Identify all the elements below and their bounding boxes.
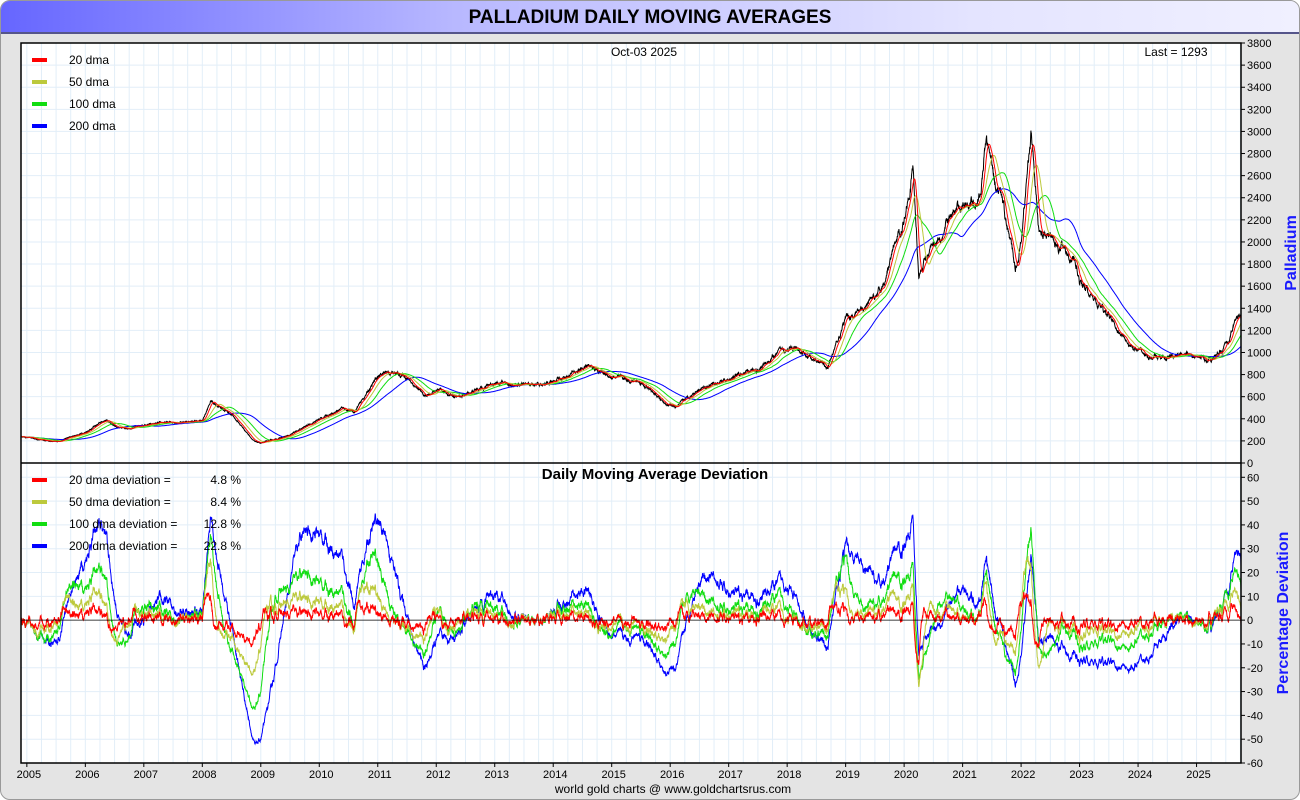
x-tick-label: 2020: [894, 769, 918, 781]
deviation-tick-label: -50: [1247, 734, 1263, 746]
legend-swatch: [32, 478, 47, 482]
plot-border: [20, 42, 1242, 764]
x-tick-label: 2014: [543, 769, 567, 781]
footer-credit: world gold charts @ www.goldchartsrus.co…: [554, 782, 791, 796]
price-tick-label: 1600: [1247, 281, 1271, 293]
price-tick-label: 3200: [1247, 104, 1271, 116]
legend-value: 22.8 %: [204, 539, 242, 553]
price-tick-label: 1800: [1247, 259, 1271, 271]
x-tick-label: 2016: [660, 769, 684, 781]
date-label: Oct-03 2025: [611, 45, 677, 59]
deviation-tick-label: -20: [1247, 663, 1263, 675]
price-tick-label: 3400: [1247, 82, 1271, 94]
legend-swatch: [32, 544, 47, 548]
price-tick-label: 2600: [1247, 171, 1271, 183]
x-tick-label: 2011: [368, 769, 392, 781]
price-tick-label: 1400: [1247, 303, 1271, 315]
x-tick-label: 2015: [601, 769, 625, 781]
price-tick-label: 1200: [1247, 325, 1271, 337]
legend-label: 50 dma deviation =: [69, 495, 171, 509]
price-tick-label: 200: [1247, 436, 1265, 448]
x-tick-label: 2005: [17, 769, 41, 781]
ma-line-50dma: [20, 154, 1242, 443]
x-tick-label: 2025: [1186, 769, 1210, 781]
grid: [21, 42, 1241, 764]
x-tick-label: 2006: [75, 769, 99, 781]
deviation-panel-title: Daily Moving Average Deviation: [542, 466, 768, 483]
x-tick-label: 2010: [309, 769, 333, 781]
legend-swatch: [32, 500, 47, 504]
legend-swatch: [32, 124, 47, 128]
deviation-tick-label: -10: [1247, 639, 1263, 651]
deviation-tick-label: 50: [1247, 496, 1259, 508]
price-line: [20, 130, 1242, 444]
legend-swatch: [32, 102, 47, 106]
legend-swatch: [32, 80, 47, 84]
x-tick-label: 2022: [1011, 769, 1035, 781]
legend-swatch: [32, 58, 47, 62]
price-tick-label: 3800: [1247, 38, 1271, 50]
deviation-tick-label: 0: [1247, 615, 1253, 627]
deviation-tick-label: -60: [1247, 758, 1263, 770]
price-tick-label: 3000: [1247, 126, 1271, 138]
deviation-tick-label: 10: [1247, 591, 1259, 603]
plot-background: [21, 43, 1241, 763]
deviation-tick-label: 20: [1247, 568, 1259, 580]
legend-label: 20 dma deviation =: [69, 473, 171, 487]
legend-label: 200 dma deviation =: [69, 539, 177, 553]
deviation-tick-label: 60: [1247, 472, 1259, 484]
deviation-tick-label: -40: [1247, 710, 1263, 722]
legend-label: 100 dma: [69, 97, 116, 111]
x-tick-label: 2007: [134, 769, 158, 781]
deviation-tick-label: 40: [1247, 520, 1259, 532]
x-tick-label: 2008: [192, 769, 216, 781]
price-tick-label: 2000: [1247, 237, 1271, 249]
price-legend: 20 dma 50 dma 100 dma 200 dma: [32, 53, 116, 133]
chart-title: PALLADIUM DAILY MOVING AVERAGES: [1, 1, 1299, 34]
price-tick-label: 2400: [1247, 193, 1271, 205]
legend-value: 12.8 %: [204, 517, 242, 531]
x-tick-label: 2024: [1128, 769, 1152, 781]
x-tick-label: 2023: [1069, 769, 1093, 781]
x-tick-label: 2021: [952, 769, 976, 781]
ma-line-20dma: [20, 143, 1242, 444]
legend-label: 50 dma: [69, 75, 109, 89]
legend-label: 20 dma: [69, 53, 109, 67]
price-tick-label: 600: [1247, 392, 1265, 404]
series-layer: [20, 130, 1242, 746]
deviation-axis-label: Percentage Deviation: [1275, 532, 1292, 695]
legend-label: 100 dma deviation =: [69, 517, 177, 531]
legend-value: 8.4 %: [210, 495, 241, 509]
price-tick-label: 0: [1247, 458, 1253, 470]
deviation-tick-label: -30: [1247, 687, 1263, 699]
deviation-line-20dma: [20, 592, 1242, 665]
x-tick-label: 2017: [718, 769, 742, 781]
deviation-legend: 20 dma deviation = 4.8 % 50 dma deviation …: [32, 473, 241, 553]
x-tick-label: 2013: [484, 769, 508, 781]
price-tick-label: 1000: [1247, 347, 1271, 359]
legend-label: 200 dma: [69, 119, 116, 133]
x-tick-label: 2009: [251, 769, 275, 781]
axes: 2005 2006 2007 2008 2009 2010 2011 2012 2013 2014…: [17, 38, 1272, 781]
x-tick-label: 2012: [426, 769, 450, 781]
price-axis-label: Palladium: [1283, 215, 1300, 291]
price-tick-label: 800: [1247, 370, 1265, 382]
x-tick-label: 2019: [835, 769, 859, 781]
price-tick-label: 400: [1247, 414, 1265, 426]
last-price-label: Last = 1293: [1144, 45, 1207, 59]
price-tick-label: 2200: [1247, 215, 1271, 227]
price-tick-label: 2800: [1247, 149, 1271, 161]
legend-value: 4.8 %: [210, 473, 241, 487]
deviation-tick-label: 30: [1247, 544, 1259, 556]
x-tick-label: 2018: [777, 769, 801, 781]
price-tick-label: 3600: [1247, 60, 1271, 72]
deviation-line-50dma: [20, 555, 1242, 688]
ma-line-200dma: [20, 188, 1242, 441]
legend-swatch: [32, 522, 47, 526]
